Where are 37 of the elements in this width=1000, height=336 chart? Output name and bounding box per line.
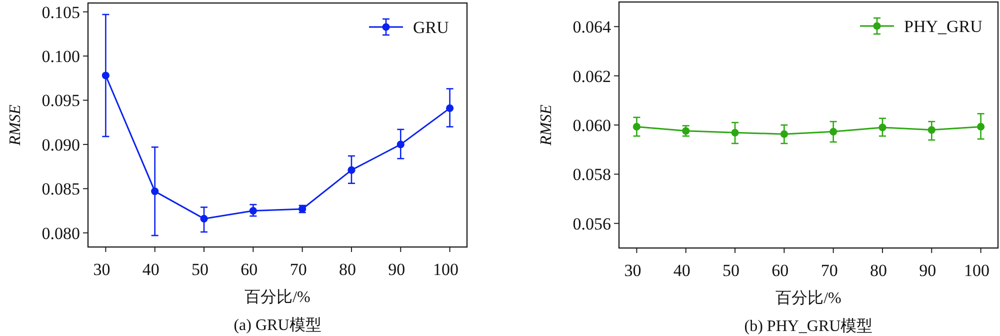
x-tick-label: 60 [772, 261, 789, 280]
x-tick-label: 40 [673, 261, 690, 280]
text: (a) GRU模型 [234, 316, 322, 334]
x-tick-label: 90 [388, 260, 406, 279]
x-axis-title: 百分比/% [244, 288, 310, 306]
y-tick-label: 0.080 [42, 224, 80, 243]
y-tick-label: 0.062 [572, 66, 611, 86]
x-tick-label: 30 [93, 260, 110, 279]
x-tick-label: 70 [290, 260, 307, 279]
x-tick-label: 80 [338, 260, 356, 279]
y-tick-label: 0.085 [42, 180, 80, 199]
x-tick-label: 60 [240, 260, 258, 279]
y-tick-label: 0.105 [42, 2, 80, 22]
y-axis-title: RMSE [7, 104, 24, 146]
x-tick-label: 40 [142, 260, 160, 279]
x-tick-label: 50 [722, 261, 740, 280]
x-tick-label: 100 [433, 260, 459, 279]
y-tick-label: 0.056 [572, 214, 611, 234]
x-tick-label: 80 [870, 261, 887, 280]
legend-label: GRU [413, 18, 449, 37]
legend: PHY_GRU [860, 17, 982, 36]
y-tick-label: 0.095 [42, 91, 80, 110]
x-tick-label: 90 [919, 261, 936, 280]
y-tick-label: 0.100 [42, 47, 80, 66]
legend: GRU [369, 18, 449, 37]
y-axis-title: RMSE [538, 104, 555, 146]
x-tick-label: 100 [964, 261, 990, 280]
y-tick-label: 0.060 [572, 116, 611, 135]
x-axis-title: 百分比/% [776, 289, 842, 307]
y-tick-label: 0.090 [42, 135, 80, 154]
x-tick-label: 50 [192, 260, 209, 279]
y-tick-label: 0.064 [572, 18, 612, 37]
x-tick-label: 70 [820, 261, 838, 280]
y-tick-label: 0.058 [572, 165, 611, 184]
x-tick-label: 30 [624, 261, 642, 280]
legend-label: PHY_GRU [904, 17, 982, 36]
text: (b) PHY_GRU模型 [744, 317, 873, 335]
